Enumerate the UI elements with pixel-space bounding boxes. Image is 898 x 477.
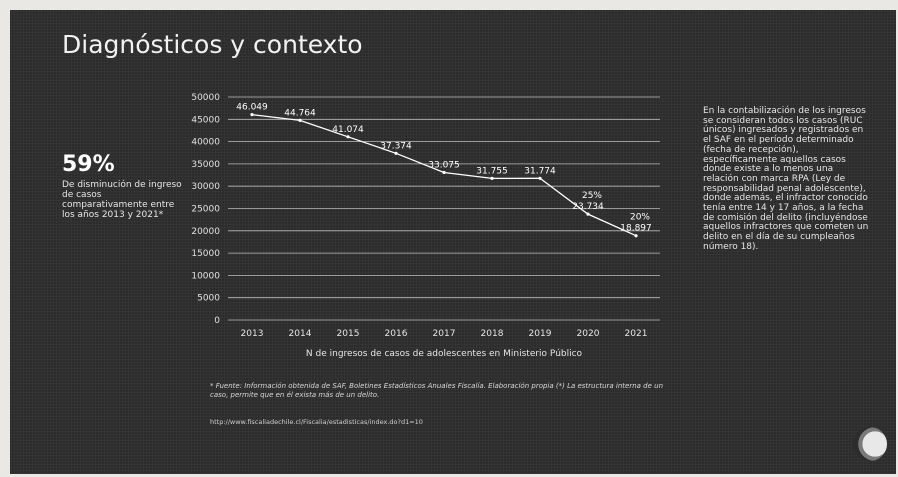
y-tick-label: 0 [214,316,220,326]
data-point [442,170,446,175]
data-label: 44.764 [284,108,316,118]
x-tick-label: 2018 [481,329,504,339]
data-label: 37.374 [380,141,412,151]
y-tick-label: 25000 [191,205,220,215]
decorative-logo-icon [853,427,887,461]
x-tick-label: 2021 [625,329,648,339]
x-tick-label: 2015 [337,329,360,339]
data-label: 41.074 [332,125,364,135]
data-label: 31.755 [476,166,508,176]
x-tick-label: 2020 [577,329,600,339]
data-point [538,176,542,180]
data-label: 23.734 [572,202,604,212]
slide-title: Diagnósticos y contexto [62,30,363,59]
y-tick-label: 5000 [197,294,220,304]
y-tick-label: 40000 [191,138,220,148]
data-label: 46.049 [236,103,268,113]
data-label: 33.075 [428,160,460,170]
data-point [298,118,302,122]
data-point [490,176,494,180]
slide: Diagnósticos y contexto 59% De disminuci… [10,10,896,474]
y-tick-label: 15000 [191,249,220,259]
data-point [634,234,638,238]
annotation-label: 25% [582,191,602,201]
x-tick-label: 2019 [529,329,552,339]
annotation-label: 20% [630,213,650,223]
data-point [346,135,350,139]
methodology-note: En la contabilización de los ingresos se… [703,106,869,252]
source-link[interactable]: http://www.fiscaliadechile.cl/Fiscalia/e… [210,418,423,426]
data-point [394,151,398,155]
y-tick-label: 20000 [191,227,220,237]
highlight-description: De disminución de ingreso de casos compa… [62,180,182,220]
x-tick-label: 2016 [385,329,408,339]
x-tick-label: 2014 [289,329,312,339]
x-tick-label: 2017 [433,329,456,339]
y-tick-label: 50000 [191,93,220,103]
source-footnote: * Fuente: Información obtenida de SAF, B… [210,382,664,399]
y-tick-label: 30000 [191,182,220,192]
x-tick-label: 2013 [241,329,264,339]
y-tick-label: 10000 [191,271,220,281]
data-point [250,113,254,117]
y-tick-label: 45000 [191,115,220,125]
y-tick-label: 35000 [191,160,220,170]
data-label: 31.774 [524,166,556,176]
highlight-percentage: 59% [62,152,115,177]
series-line [251,113,637,237]
data-label: 18.897 [620,224,652,234]
x-axis-title: N de ingresos de casos de adolescentes e… [306,349,583,359]
data-point [586,212,590,216]
